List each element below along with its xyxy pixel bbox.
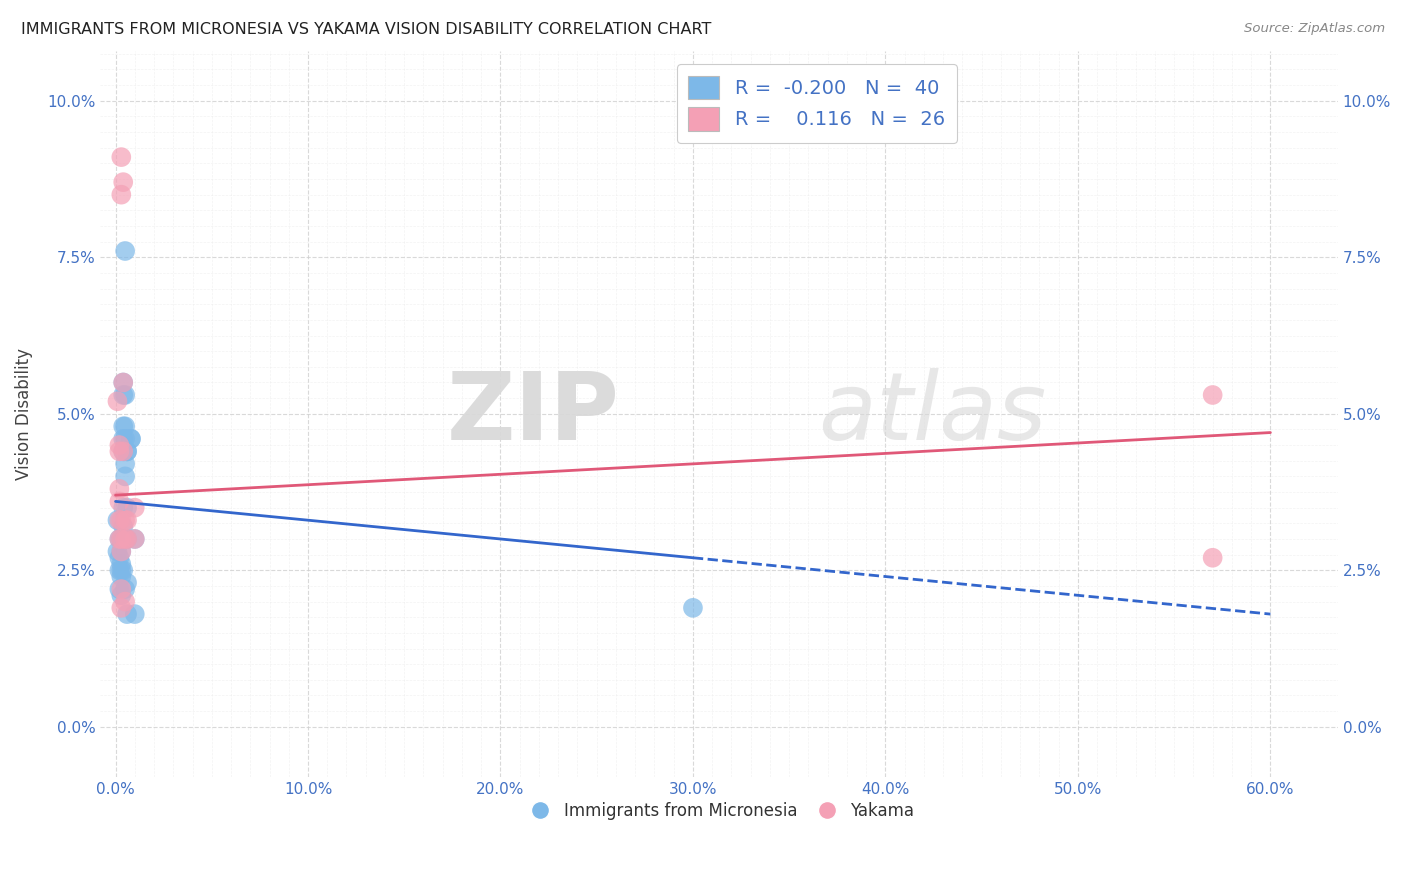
Point [114,432,136,446]
Text: Source: ZipAtlas.com: Source: ZipAtlas.com [1244,22,1385,36]
Point [114,469,136,483]
Point [112,376,135,390]
Point [108,582,131,596]
Point [115,444,138,458]
Point [114,594,136,608]
Point [108,482,131,496]
Text: ZIP: ZIP [447,368,620,459]
Point [112,563,135,577]
Point [114,419,136,434]
Point [114,513,136,527]
Point [110,187,132,202]
Point [110,532,132,546]
Point [108,532,131,546]
Point [107,394,129,409]
Point [115,532,138,546]
Point [112,419,135,434]
Point [114,457,136,471]
Point [124,532,146,546]
Text: IMMIGRANTS FROM MICRONESIA VS YAKAMA VISION DISABILITY CORRELATION CHART: IMMIGRANTS FROM MICRONESIA VS YAKAMA VIS… [21,22,711,37]
Point [112,444,135,458]
Point [110,557,132,571]
Point [108,513,131,527]
Point [114,532,136,546]
Point [110,544,132,558]
Point [112,432,135,446]
Point [108,444,131,458]
Point [108,563,131,577]
Point [115,532,138,546]
Point [114,244,136,258]
Point [108,438,131,452]
Point [107,544,129,558]
Point [110,600,132,615]
Point [124,500,146,515]
Point [120,432,142,446]
Point [682,600,704,615]
Point [1201,388,1223,402]
Point [115,444,138,458]
Point [110,150,132,164]
Point [108,494,131,508]
Point [110,582,132,596]
Point [115,500,138,515]
Text: atlas: atlas [818,368,1046,459]
Point [112,444,135,458]
Point [114,532,136,546]
Point [110,532,132,546]
Point [115,607,138,621]
Point [120,432,142,446]
Point [124,532,146,546]
Point [112,532,135,546]
Point [114,388,136,402]
Point [110,569,132,583]
Point [124,607,146,621]
Point [114,582,136,596]
Point [115,513,138,527]
Point [110,544,132,558]
Point [108,550,131,565]
Point [110,588,132,602]
Point [112,500,135,515]
Point [112,175,135,189]
Legend: Immigrants from Micronesia, Yakama: Immigrants from Micronesia, Yakama [517,796,921,827]
Point [112,388,135,402]
Point [112,519,135,533]
Y-axis label: Vision Disability: Vision Disability [15,348,32,480]
Point [110,563,132,577]
Point [110,513,132,527]
Point [112,376,135,390]
Point [115,575,138,590]
Point [108,532,131,546]
Point [1201,550,1223,565]
Point [107,513,129,527]
